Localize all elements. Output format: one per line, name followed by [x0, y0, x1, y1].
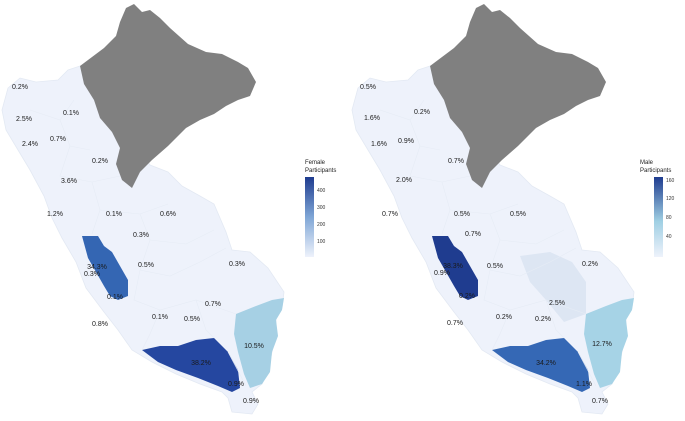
region-percent-label: 12.7% — [592, 341, 612, 348]
region-percent-label: 0.9% — [243, 398, 259, 405]
region-percent-label: 0.5% — [138, 262, 154, 269]
region-percent-label: 0.2% — [414, 109, 430, 116]
region-percent-label: 1.6% — [364, 115, 380, 122]
region-percent-label: 0.2% — [459, 293, 475, 300]
male-region-labels: 0.5% 1.6% 0.2% 1.6% 0.9% 0.7% 2.0% 0.7% 0.5% 0.5%… — [360, 84, 612, 405]
male-participants-map — [351, 4, 635, 415]
legend-tick: 200 — [317, 222, 326, 228]
region-percent-label: 0.7% — [50, 136, 66, 143]
legend-tick: 400 — [317, 188, 326, 194]
region-percent-label: 0.5% — [360, 84, 376, 91]
female-participants-map — [1, 4, 285, 415]
internal-boundaries — [29, 99, 247, 387]
region-percent-label: 0.2% — [535, 316, 551, 323]
region-percent-label: 0.7% — [592, 398, 608, 405]
internal-boundaries — [379, 99, 597, 387]
region-percent-label: 10.5% — [244, 343, 264, 350]
region-percent-label: 1.2% — [47, 211, 63, 218]
region-percent-label: 0.9% — [398, 138, 414, 145]
region-percent-label: 0.1% — [106, 211, 122, 218]
region-percent-label: 1.1% — [576, 381, 592, 388]
region-cusco — [520, 252, 586, 322]
region-percent-label: 0.2% — [582, 261, 598, 268]
region-percent-label: 2.4% — [22, 141, 38, 148]
region-percent-label: 0.2% — [92, 158, 108, 165]
legend-title-line2: Participants — [305, 168, 336, 174]
region-percent-label: 0.9% — [228, 381, 244, 388]
region-percent-label: 0.1% — [152, 314, 168, 321]
legend-tick: 100 — [317, 239, 326, 245]
legend-tick: 40 — [666, 234, 672, 240]
female-legend: Female Participants 400 300 200 100 — [305, 160, 336, 257]
legend-tick: 160 — [666, 178, 675, 184]
region-percent-label: 0.5% — [487, 263, 503, 270]
region-percent-label: 0.1% — [63, 110, 79, 117]
region-percent-label: 0.3% — [133, 232, 149, 239]
region-percent-label: 34.3% — [87, 264, 107, 271]
region-percent-label: 0.7% — [205, 301, 221, 308]
legend-colorbar — [305, 177, 314, 257]
region-percent-label: 0.7% — [447, 320, 463, 327]
female-region-labels: 0.2% 2.5% 0.1% 2.4% 0.7% 0.2% 3.6% 1.2% 0.1% 0.6%… — [12, 84, 264, 405]
region-percent-label: 0.2% — [496, 314, 512, 321]
region-lightblue — [584, 298, 634, 388]
region-percent-label: 0.5% — [184, 316, 200, 323]
region-percent-label: 3.6% — [61, 178, 77, 185]
region-percent-label: 0.9% — [434, 270, 450, 277]
region-percent-label: 1.6% — [371, 141, 387, 148]
region-dark-lima — [432, 236, 478, 300]
no-data-region — [430, 4, 606, 188]
legend-tick: 80 — [666, 215, 672, 221]
region-percent-label: 34.2% — [536, 360, 556, 367]
region-percent-label: 0.7% — [448, 158, 464, 165]
region-percent-label: 38.3% — [443, 263, 463, 270]
no-data-region — [80, 4, 256, 188]
region-percent-label: 0.5% — [454, 211, 470, 218]
region-percent-label: 2.5% — [16, 116, 32, 123]
region-percent-label: 0.3% — [229, 261, 245, 268]
region-percent-label: 0.6% — [160, 211, 176, 218]
region-percent-label: 0.8% — [92, 321, 108, 328]
legend-title-line1: Female — [305, 160, 326, 166]
legend-colorbar — [654, 177, 663, 257]
legend-tick: 300 — [317, 205, 326, 211]
region-dark-south — [492, 338, 590, 392]
region-percent-label: 0.2% — [12, 84, 28, 91]
region-percent-label: 0.7% — [382, 211, 398, 218]
region-percent-label: 38.2% — [191, 360, 211, 367]
region-percent-label: 2.0% — [396, 177, 412, 184]
legend-tick: 120 — [666, 196, 675, 202]
region-percent-label: 0.5% — [510, 211, 526, 218]
region-lightblue — [234, 298, 284, 388]
region-percent-label: 2.5% — [549, 300, 565, 307]
legend-title-line1: Male — [640, 160, 654, 166]
male-legend: Male Participants 160 120 80 40 — [640, 160, 675, 257]
region-percent-label: 0.1% — [107, 294, 123, 301]
region-percent-label: 0.3% — [84, 271, 100, 278]
region-percent-label: 0.7% — [465, 231, 481, 238]
region-dark-south — [142, 338, 240, 392]
region-dark-lima — [82, 236, 128, 300]
legend-title-line2: Participants — [640, 168, 671, 174]
